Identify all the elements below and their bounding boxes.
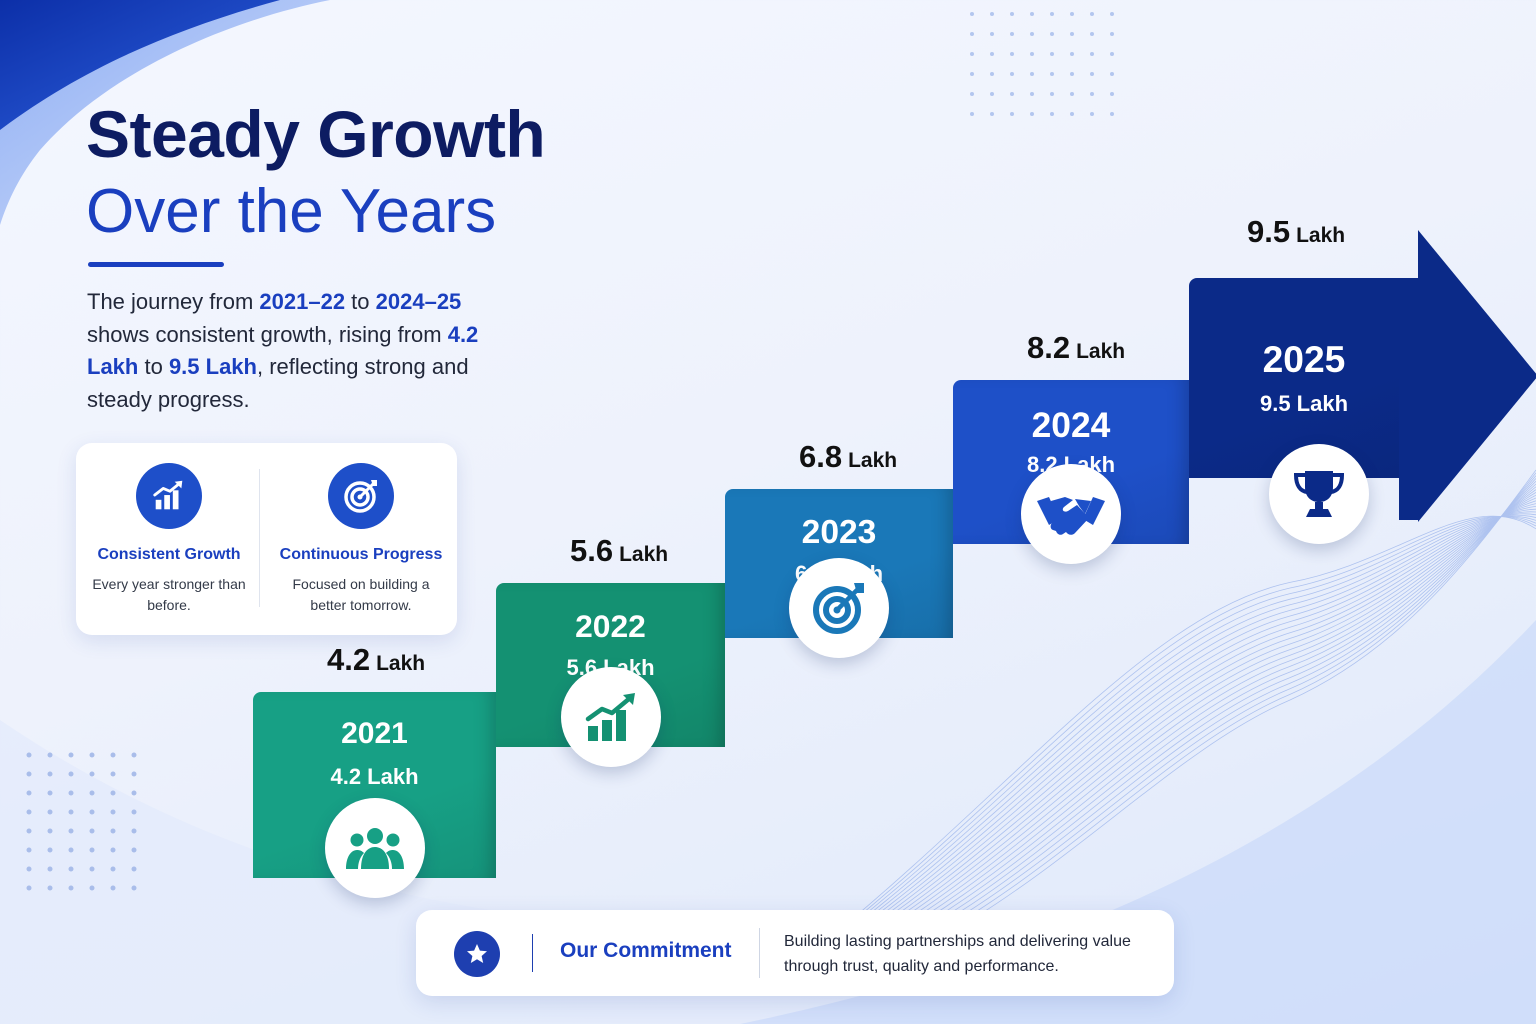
step-year-label: 2025: [1262, 338, 1346, 380]
feature-description: Focused on building a better tomorrow.: [292, 576, 430, 613]
data-label-unit: Lakh: [1296, 224, 1346, 247]
data-label: 6.8 Lakh: [799, 439, 897, 475]
intro-text: shows consistent growth, rising from: [87, 321, 448, 347]
feature-divider: [259, 469, 260, 607]
data-label-value: 4.2: [327, 642, 371, 677]
growth-arrow-head: [1418, 230, 1536, 522]
step-bar-2025: 2025 9.5 Lakh: [1189, 278, 1419, 478]
commitment-separator: [532, 934, 533, 972]
target-icon: [789, 558, 889, 658]
people-icon: [324, 798, 425, 898]
growth-arrow-stem: [1399, 278, 1419, 520]
data-label: 8.2 Lakh: [1027, 330, 1125, 366]
step-year-label: 2023: [801, 514, 877, 551]
data-label-unit: Lakh: [1076, 340, 1126, 363]
target-icon: [328, 463, 394, 529]
intro-highlight-end-value: 9.5 Lakh: [168, 354, 257, 379]
intro-text: to: [345, 289, 376, 314]
feature-title: Continuous Progress: [279, 546, 443, 563]
star-icon: [454, 931, 500, 977]
page-subtitle: Over the Years: [86, 177, 497, 246]
intro-paragraph: The journey from 2021–22 to 2024–25 show…: [87, 286, 527, 416]
step-year-label: 2024: [1031, 405, 1111, 445]
step-value-label: 9.5 Lakh: [1259, 391, 1349, 416]
feature-description: Every year stronger than before.: [92, 576, 246, 613]
commitment-card: Our Commitment Building lasting partners…: [416, 910, 1174, 996]
title-underline: [88, 262, 224, 267]
data-label: 4.2 Lakh: [327, 642, 425, 678]
intro-highlight-end-year: 2024–25: [375, 289, 462, 314]
intro-text: , reflecting strong and steady progress.: [87, 354, 469, 412]
growth-chart-icon: [560, 667, 661, 767]
handshake-icon: [1021, 464, 1121, 564]
intro-text: The journey from: [87, 289, 260, 314]
commitment-separator: [759, 928, 760, 978]
data-label-value: 9.5: [1247, 214, 1291, 249]
data-label-value: 8.2: [1027, 330, 1071, 365]
feature-title: Consistent Growth: [97, 546, 241, 563]
commitment-title: Our Commitment: [560, 939, 732, 962]
data-label: 5.6 Lakh: [570, 533, 668, 569]
intro-highlight-start-value: 4.2 Lakh: [87, 321, 479, 380]
data-label-value: 5.6: [570, 533, 614, 568]
data-label: 9.5 Lakh: [1247, 214, 1345, 250]
feature-consistent-growth: Consistent Growth Every year stronger th…: [78, 463, 260, 616]
feature-continuous-progress: Continuous Progress Focused on building …: [270, 463, 452, 616]
data-label-unit: Lakh: [619, 543, 669, 566]
intro-text: to: [138, 354, 169, 379]
data-label-value: 6.8: [799, 439, 843, 474]
step-year-label: 2021: [341, 717, 408, 750]
data-label-unit: Lakh: [848, 449, 898, 472]
features-card: Consistent Growth Every year stronger th…: [76, 443, 457, 635]
data-label-unit: Lakh: [376, 652, 426, 675]
trophy-icon: [1269, 444, 1369, 544]
step-year-label: 2022: [575, 608, 646, 644]
commitment-text: Building lasting partnerships and delive…: [784, 933, 1131, 975]
page-title: Steady Growth: [86, 97, 546, 171]
step-value-label: 4.2 Lakh: [330, 764, 419, 789]
intro-highlight-start-year: 2021–22: [259, 289, 346, 314]
bar-chart-growth-icon: [136, 463, 202, 529]
